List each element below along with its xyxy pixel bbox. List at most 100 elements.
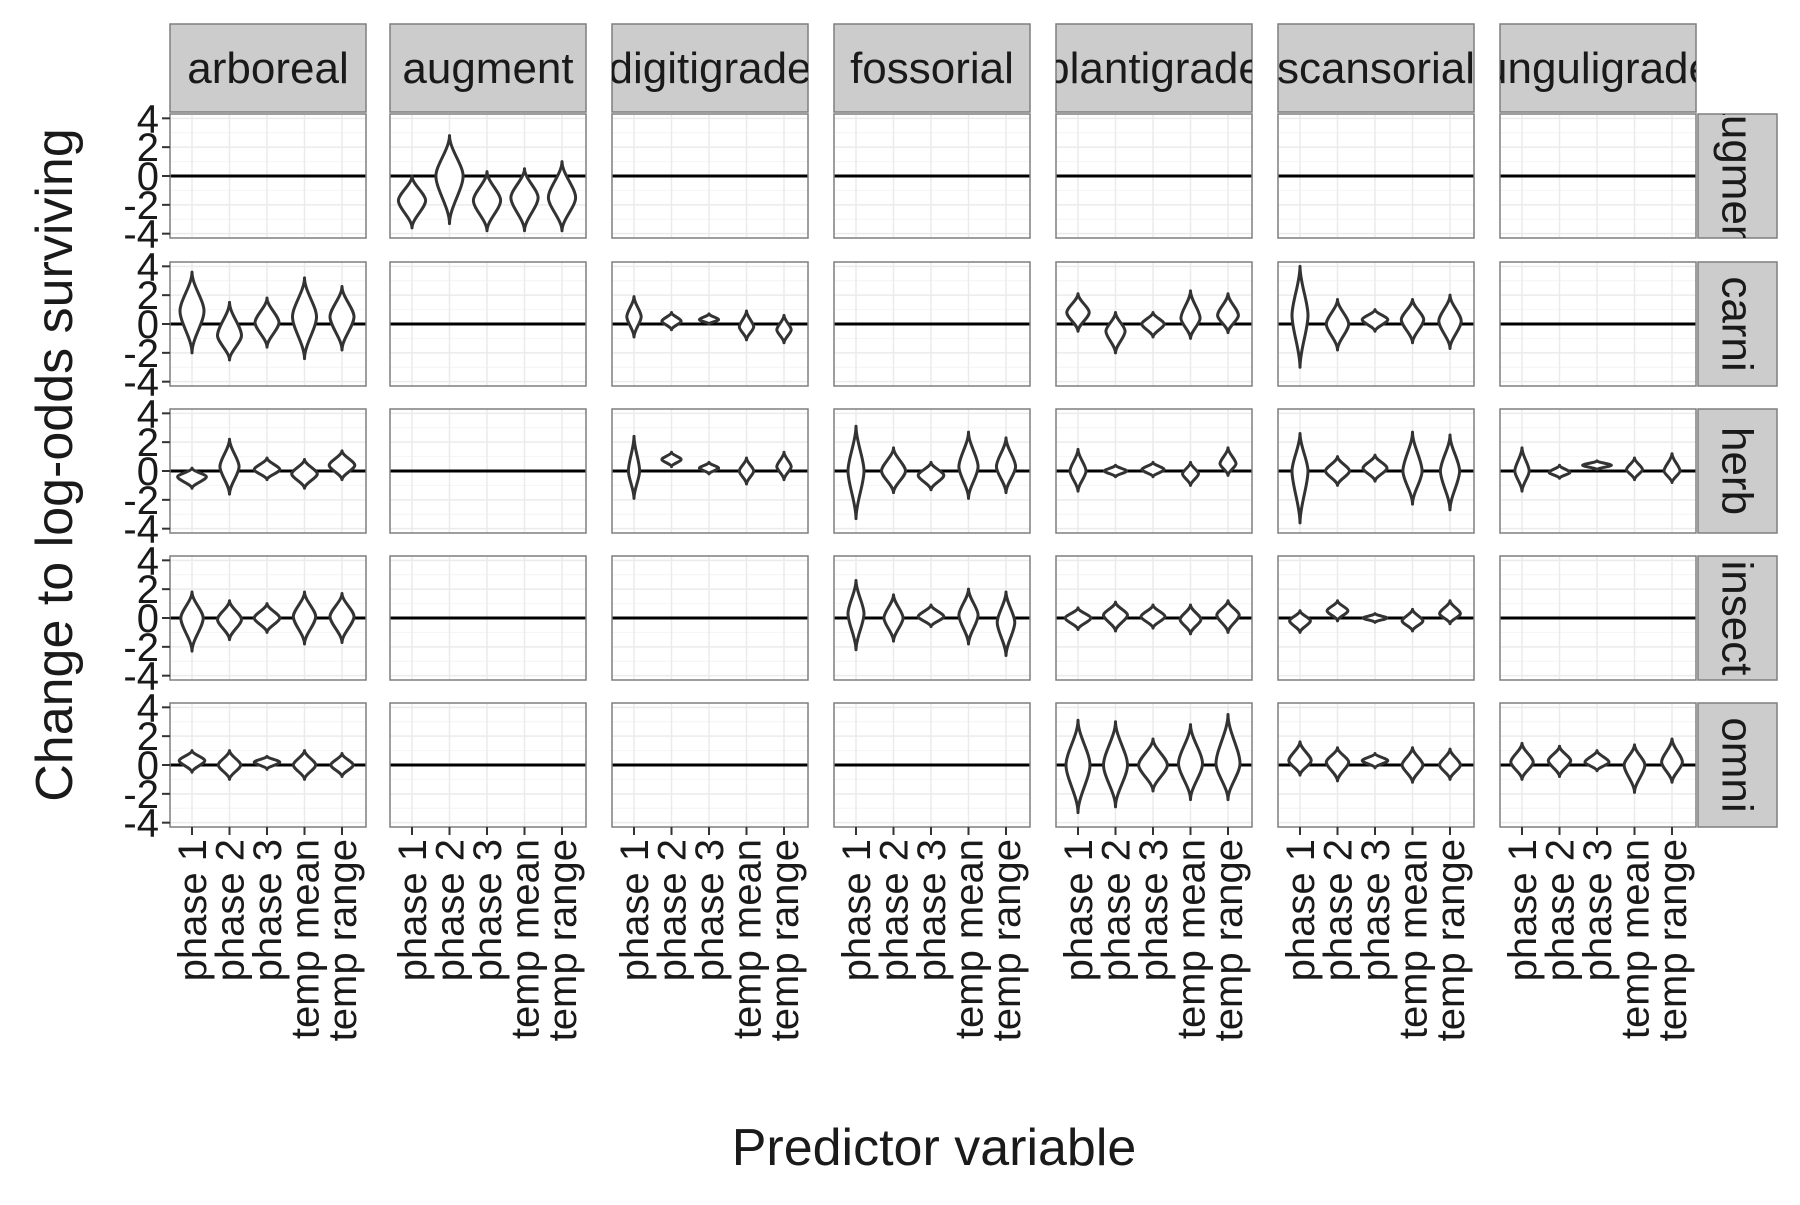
panel-plantigrade-augment (1055, 113, 1253, 239)
strip-background (1697, 702, 1778, 828)
violin-group (625, 295, 793, 345)
panel-plantigrade-herb (1055, 408, 1253, 534)
strips-layer: arboreal augment digitigrade fossorial plant… (169, 23, 1778, 828)
violin-phase-3 (1361, 612, 1389, 624)
y-tick-label: -4 (123, 508, 159, 552)
x-tick-label: phase 3 (466, 839, 510, 981)
violin-temp-mean (1400, 746, 1425, 784)
violin-temp-mean (1179, 289, 1202, 340)
violin-phase-3 (1583, 749, 1611, 773)
panel-border (389, 555, 587, 681)
strip-background (169, 23, 367, 113)
panel-augment-herb (389, 408, 587, 534)
panel-border (1277, 113, 1475, 239)
panel-arboreal-herb (169, 408, 367, 534)
y-axis-title: Change to log-odds surviving (26, 128, 84, 802)
x-tick-label: temp mean (726, 839, 770, 1039)
violin-phase-3 (1361, 453, 1389, 483)
strip-background (1697, 408, 1778, 534)
violin-phase-2 (660, 310, 683, 332)
violin-phase-2 (1102, 600, 1129, 633)
violin-phase-1 (179, 590, 205, 653)
x-tick-label: temp mean (1392, 839, 1436, 1039)
violin-phase-2 (216, 599, 243, 642)
violin-phase-1 (626, 434, 642, 500)
violin-temp-range (546, 160, 578, 233)
x-tick-label: temp range (1651, 839, 1695, 1041)
strip-row-insect: insect (1697, 555, 1778, 681)
panel-unguligrade-augment (1499, 113, 1697, 239)
panel-border (1055, 555, 1253, 681)
violin-temp-mean (957, 430, 980, 500)
strip-label: plantigrade (1045, 44, 1263, 93)
violin-temp-mean (1400, 607, 1425, 633)
y-tick-label: 2 (137, 568, 159, 612)
violin-temp-mean (1177, 723, 1204, 802)
panel-border (833, 261, 1031, 387)
panel-fossorial-herb (833, 408, 1031, 534)
x-tick-label: temp range (321, 839, 365, 1041)
strip-row-herb: herb (1697, 408, 1778, 534)
strip-column-arboreal: arboreal (169, 23, 367, 113)
violin-temp-range (328, 591, 356, 645)
x-tick-label: temp mean (504, 839, 548, 1039)
violin-phase-3 (697, 460, 721, 476)
y-tick-label: 0 (137, 303, 159, 347)
panel-border (389, 113, 587, 239)
x-tick-label: phase 2 (1095, 839, 1139, 981)
y-axis-row-herb: 420-2-4 (123, 392, 170, 552)
violin-group (176, 437, 357, 496)
x-tick-label: phase 1 (1501, 839, 1545, 981)
panel-border (1277, 261, 1475, 387)
panel-border (611, 408, 809, 534)
violin-phase-2 (882, 593, 905, 643)
violin-phase-1 (846, 424, 866, 521)
panel-augment-omni (389, 702, 587, 828)
strip-label: carni (1713, 276, 1762, 371)
strip-label: augment (402, 44, 573, 93)
y-tick-label: -4 (123, 213, 159, 257)
strip-background (1697, 261, 1778, 387)
violin-temp-mean (1399, 297, 1426, 345)
strip-column-plantigrade: plantigrade (1045, 23, 1263, 113)
y-tick-label: 2 (137, 274, 159, 318)
violin-phase-3 (1137, 737, 1169, 793)
violin-phase-2 (660, 450, 683, 469)
violin-temp-range (775, 450, 793, 482)
x-axis-title: Predictor variable (732, 1119, 1137, 1177)
violin-phase-3 (697, 312, 721, 326)
violin-phase-3 (471, 170, 503, 233)
violin-group (1068, 446, 1238, 493)
x-tick-label: phase 2 (651, 839, 695, 981)
panel-border (833, 113, 1031, 239)
strip-column-fossorial: fossorial (833, 23, 1031, 113)
violin-phase-2 (1324, 746, 1351, 783)
y-tick-label: -2 (123, 479, 159, 523)
panel-plantigrade-insect (1055, 555, 1253, 681)
violin-phase-2 (1104, 310, 1127, 355)
strip-row-omni: omni (1697, 702, 1778, 828)
x-tick-label: phase 3 (246, 839, 290, 981)
x-tick-label: phase 3 (1576, 839, 1620, 981)
violin-phase-1 (1288, 609, 1312, 634)
x-tick-label: phase 3 (1132, 839, 1176, 981)
violin-phase-1 (177, 749, 207, 774)
strip-row-augment: augment (1697, 113, 1778, 239)
panel-scansorial-augment (1277, 113, 1475, 239)
x-tick-label: phase 3 (688, 839, 732, 981)
violin-phase-3 (1140, 460, 1166, 479)
violin-phase-1 (178, 270, 206, 355)
y-tick-label: 2 (137, 126, 159, 170)
violin-group (1287, 740, 1462, 784)
panel-scansorial-herb (1277, 408, 1475, 534)
violin-phase-2 (1324, 297, 1351, 352)
panel-scansorial-omni (1277, 702, 1475, 828)
violin-group (178, 270, 356, 362)
violin-phase-2 (1102, 720, 1129, 809)
violin-phase-2 (1325, 599, 1350, 623)
violin-group (1288, 599, 1462, 634)
y-tick-label: 0 (137, 450, 159, 494)
